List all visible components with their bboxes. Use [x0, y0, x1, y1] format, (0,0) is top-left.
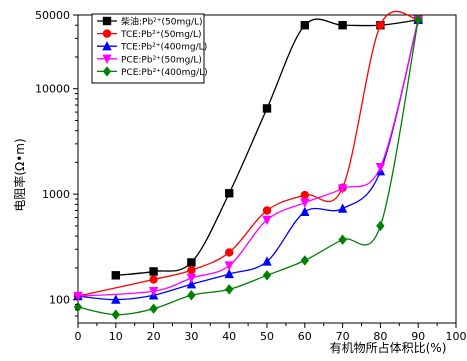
data-point	[187, 266, 196, 275]
data-point	[414, 14, 423, 26]
data-point	[300, 198, 310, 208]
series-4	[73, 14, 423, 320]
data-point	[186, 273, 197, 284]
data-point	[225, 284, 234, 295]
y-tick-label: 1000	[42, 188, 70, 201]
x-tick-label: 100	[446, 330, 467, 343]
x-tick-label: 30	[184, 330, 198, 343]
y-tick-label: 10000	[35, 83, 70, 96]
legend-entry: 柴油:Pb²⁺(50mg/L)	[121, 16, 203, 28]
x-tick-label: 40	[222, 330, 236, 343]
x-tick-label: 0	[75, 330, 82, 343]
legend-entry: TCE:Pb²⁺(400mg/L)	[120, 43, 207, 53]
data-point	[338, 21, 347, 30]
x-tick-label: 50	[260, 330, 274, 343]
data-point	[148, 287, 159, 297]
legend-entry: PCE:Pb²⁺(400mg/L)	[121, 68, 208, 78]
data-point	[300, 206, 310, 217]
y-tick-label: 50000	[35, 9, 70, 22]
data-point	[337, 203, 348, 213]
data-point	[375, 163, 386, 173]
data-point	[111, 271, 120, 280]
data-point	[376, 21, 385, 30]
x-tick-label: 60	[298, 330, 312, 343]
data-point	[149, 267, 158, 276]
data-point	[300, 21, 309, 30]
legend-marker	[102, 29, 112, 38]
x-tick-label: 10	[109, 330, 123, 343]
series-3	[73, 15, 423, 302]
data-point	[376, 220, 385, 232]
legend: 柴油:Pb²⁺(50mg/L) TCE:Pb²⁺(50mg/L) TCE:Pb²⁺(…	[91, 13, 208, 84]
y-tick-label: 100	[49, 294, 70, 307]
data-point	[225, 189, 234, 198]
x-tick-label: 20	[147, 330, 161, 343]
x-tick-label: 80	[373, 330, 387, 343]
y-axis-label: 电阻率(Ω•m)	[12, 138, 27, 211]
ticks-layer: 0 10 20 30 40 50 60 70 80 90 100 100 1000 10000 50000	[35, 9, 467, 343]
series-layer	[73, 10, 423, 320]
data-point	[186, 278, 197, 289]
data-point	[149, 303, 158, 314]
data-point	[187, 290, 196, 301]
x-tick-label: 70	[336, 330, 350, 343]
data-point	[187, 258, 196, 267]
data-point	[300, 190, 309, 200]
legend-entry: PCE:Pb²⁺(50mg/L)	[121, 55, 202, 65]
series-line	[77, 10, 419, 297]
data-point	[111, 294, 121, 304]
x-tick-label: 90	[411, 330, 425, 343]
data-point	[73, 301, 83, 313]
legend-marker	[102, 54, 112, 64]
legend-entry: TCE:Pb²⁺(50mg/L)	[120, 30, 201, 40]
legend-marker	[102, 66, 112, 77]
legend-marker	[102, 41, 112, 51]
data-point	[262, 270, 272, 281]
legend-marker	[102, 16, 112, 26]
data-point	[225, 248, 234, 257]
data-point	[337, 184, 348, 194]
x-axis-label: 有机物所占体积比(%)	[330, 340, 447, 355]
data-point	[262, 104, 272, 113]
data-point	[111, 309, 120, 320]
data-point	[262, 215, 272, 226]
data-point	[262, 206, 272, 215]
data-point	[149, 275, 158, 284]
data-point	[262, 256, 272, 266]
data-point	[73, 291, 83, 302]
data-point	[338, 234, 347, 245]
data-point	[224, 261, 234, 271]
data-point	[224, 268, 234, 279]
data-point	[300, 255, 309, 266]
